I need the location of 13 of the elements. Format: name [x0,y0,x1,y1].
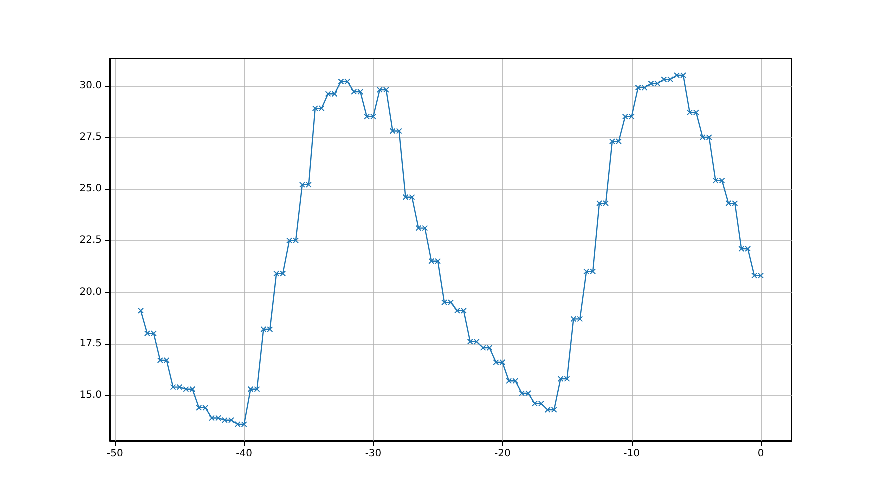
y-tick-label: 25.0 [80,184,102,195]
x-tick-label: -40 [236,448,253,460]
y-tick-label: 27.5 [80,132,102,143]
y-tick-label: 20.0 [80,286,102,298]
x-tick-label: -10 [624,448,640,460]
y-tick-label: 30.0 [80,80,102,92]
x-tick-label: -20 [494,448,511,460]
x-tick-label: 0 [758,448,764,460]
x-tick-label: -50 [106,448,124,460]
x-tick-label: -30 [365,448,382,460]
y-tick-label: 22.5 [80,235,102,246]
y-tick-label: 17.5 [80,338,102,350]
y-tick-label: 15.0 [80,390,102,402]
